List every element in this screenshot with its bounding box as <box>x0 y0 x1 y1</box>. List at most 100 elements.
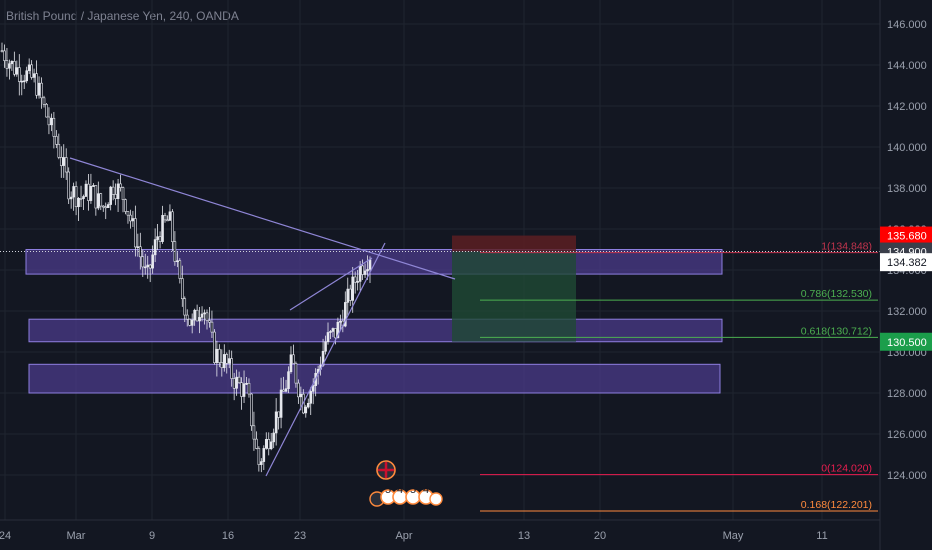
x-axis[interactable]: 24 Mar 9 16 23 Apr 13 20 May 11 <box>0 519 880 542</box>
candle-body <box>311 385 315 392</box>
candle-body <box>0 50 4 52</box>
event-marker-label: 5 <box>385 484 391 496</box>
candle-body <box>82 196 85 199</box>
fib-label: 0(124.020) <box>821 463 872 475</box>
x-tick-label: 20 <box>594 530 606 542</box>
event-marker-label: 4 <box>423 484 429 496</box>
candle-body <box>361 265 364 275</box>
candle-body <box>294 362 298 384</box>
price-tag <box>880 253 932 272</box>
candle-body <box>143 266 147 269</box>
event-marker[interactable] <box>429 492 443 506</box>
candles <box>0 42 372 473</box>
candle-body <box>195 309 199 322</box>
candle-body <box>220 362 224 368</box>
candle-body <box>287 371 290 389</box>
y-tick-label: 138.000 <box>887 183 927 195</box>
trend-lines[interactable] <box>0 157 880 477</box>
stop-loss-area[interactable] <box>452 235 576 252</box>
fib-label: 0.786(132.530) <box>801 288 872 300</box>
candle-body <box>148 264 152 269</box>
candle-body <box>225 354 229 364</box>
candle-body <box>97 193 100 209</box>
candle-body <box>366 269 369 272</box>
y-tick-label: 128.000 <box>887 388 927 400</box>
candle-body <box>299 393 303 398</box>
candle-body <box>22 80 26 83</box>
candle-body <box>69 196 73 200</box>
candle-body <box>269 441 273 450</box>
candle-body <box>106 204 110 209</box>
candle-body <box>72 186 75 198</box>
fib-levels[interactable]: 1(134.848) 0.786(132.530) 0.618(130.712) 0(… <box>480 241 878 512</box>
candle-body <box>205 312 209 321</box>
candle-body <box>50 117 53 126</box>
candle-body <box>27 64 31 72</box>
candle-body <box>92 185 95 187</box>
candle-body <box>141 256 145 268</box>
y-tick-label: 124.000 <box>887 470 927 482</box>
candle-body <box>257 448 261 465</box>
candle-body <box>218 348 221 363</box>
rising-wedge-lower[interactable] <box>265 242 386 477</box>
candle-body <box>153 239 157 256</box>
price-tag-label: 134.900 <box>887 247 927 259</box>
price-tag-label: 135.680 <box>887 231 927 243</box>
candle-body <box>237 376 241 384</box>
candle-body <box>180 278 184 300</box>
candle-body <box>356 281 359 283</box>
candle-body <box>131 218 135 222</box>
x-tick-label: 23 <box>294 530 306 542</box>
candle-body <box>57 143 61 158</box>
candle-body <box>284 388 288 392</box>
y-axis[interactable]: 124.000126.000128.000130.000132.000134.0… <box>879 0 927 550</box>
candle-body <box>10 61 14 65</box>
candle-body <box>84 183 88 197</box>
position-tool[interactable] <box>452 235 576 342</box>
candle-body <box>17 67 21 82</box>
candle-body <box>5 60 9 69</box>
support-resistance-zones[interactable] <box>25 249 723 394</box>
x-tick-label: 11 <box>816 530 827 542</box>
candle-body <box>156 236 159 240</box>
candle-body <box>62 157 66 166</box>
candle-body <box>40 82 43 99</box>
candle-body <box>104 206 108 209</box>
candle-body <box>240 382 243 397</box>
candle-body <box>114 194 117 199</box>
candle-body <box>79 198 83 200</box>
zone-rect[interactable] <box>28 363 721 394</box>
candle-body <box>185 314 189 320</box>
candle-body <box>289 354 293 372</box>
candle-body <box>297 382 300 398</box>
candle-body <box>351 276 355 301</box>
price-tag-label: 130.500 <box>887 337 927 349</box>
candle-body <box>124 199 127 212</box>
candle-body <box>129 214 132 222</box>
rising-wedge-upper[interactable] <box>289 257 373 311</box>
candle-body <box>52 117 56 137</box>
y-tick-label: 132.000 <box>887 306 927 318</box>
candle-body <box>35 73 38 96</box>
candle-body <box>200 313 204 318</box>
take-profit-area[interactable] <box>452 251 576 342</box>
x-tick-label: 16 <box>222 530 234 542</box>
candle-body <box>250 393 253 427</box>
x-tick-label: May <box>723 530 744 542</box>
candle-body <box>324 341 327 352</box>
candle-body <box>168 211 172 221</box>
candle-body <box>59 157 63 166</box>
candle-body <box>292 354 295 364</box>
candle-body <box>89 186 93 201</box>
candle-body <box>306 402 310 408</box>
x-tick-label: 9 <box>149 530 155 542</box>
y-tick-label: 146.000 <box>887 19 927 31</box>
candle-body <box>126 211 130 216</box>
candle-body <box>260 461 263 465</box>
descending-trendline[interactable] <box>69 157 456 280</box>
zone-rect[interactable] <box>28 318 723 343</box>
candle-body <box>121 187 125 200</box>
y-tick-label: 140.000 <box>887 142 927 154</box>
